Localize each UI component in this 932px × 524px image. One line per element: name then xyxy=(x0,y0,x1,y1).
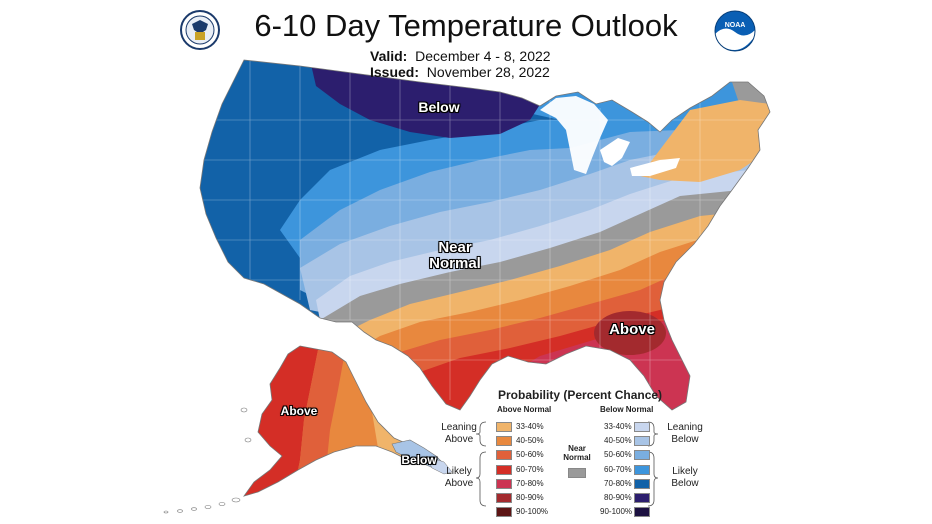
legend-leaning-above: Leaning Above xyxy=(441,422,477,445)
legend-below-swatch xyxy=(634,507,650,518)
legend-below-range-label: 70-80% xyxy=(604,478,632,488)
valid-label: Valid: xyxy=(370,48,408,64)
legend-below-swatch xyxy=(634,464,650,475)
legend-below-swatch xyxy=(634,493,650,503)
legend-below-range-label: 40-50% xyxy=(604,436,632,446)
legend-above-range-label: 60-70% xyxy=(516,464,544,474)
legend-above-range-label: 33-40% xyxy=(516,422,544,431)
map-label-above-alaska: Above xyxy=(280,404,318,418)
legend-below-range-label: 60-70% xyxy=(604,464,632,474)
legend-below-header: Below Normal xyxy=(600,405,654,414)
legend-above-range-label: 80-90% xyxy=(516,493,544,502)
legend-above-swatch xyxy=(496,478,512,489)
legend-below-range-label: 80-90% xyxy=(604,493,632,502)
legend-likely-below: Likely Below xyxy=(671,466,699,489)
near-normal-line-2: Normal xyxy=(429,254,481,272)
legend-likely-above: Likely Above xyxy=(444,466,474,489)
issued-label: Issued: xyxy=(370,64,420,80)
map-label-near-normal: Near Normal xyxy=(420,240,490,272)
near-normal-line-1: Near xyxy=(438,239,472,256)
legend-leaning-below: Leaning Below xyxy=(667,422,703,445)
legend-below-range-label: 50-60% xyxy=(604,450,632,460)
legend-below-range-label: 90-100% xyxy=(600,507,633,517)
legend-above-swatch xyxy=(496,422,512,432)
map-label-below-north: Below xyxy=(418,99,460,115)
legend-below-swatch xyxy=(634,450,650,461)
valid-row: Valid: December 4 - 8, 2022 xyxy=(370,48,551,64)
legend-above-swatch xyxy=(496,450,512,461)
legend-above-swatch xyxy=(496,436,512,447)
map-label-above-southeast: Above xyxy=(609,321,655,338)
legend-above-swatch xyxy=(496,507,512,518)
legend-above-range-label: 70-80% xyxy=(516,478,544,488)
legend-near-normal: Near Normal xyxy=(563,444,591,462)
legend-above-range-label: 90-100% xyxy=(516,507,549,517)
legend-above-range-label: 40-50% xyxy=(516,436,544,446)
legend-above-header: Above Normal xyxy=(497,405,552,414)
legend-near-normal-swatch xyxy=(568,468,586,478)
page-title: 6-10 Day Temperature Outlook xyxy=(254,8,678,43)
valid-value: December 4 - 8, 2022 xyxy=(415,48,551,64)
noaa-logo-text: NOAA xyxy=(725,22,746,29)
doc-seal-icon xyxy=(180,10,220,50)
legend-below-swatch xyxy=(634,478,650,489)
issued-row: Issued: November 28, 2022 xyxy=(370,64,550,80)
legend-above-swatch xyxy=(496,464,512,475)
legend-above-range-label: 50-60% xyxy=(516,450,544,460)
legend-title: Probability (Percent Chance) xyxy=(498,388,663,402)
legend-below-range-label: 33-40% xyxy=(604,422,632,431)
legend-below-swatch xyxy=(634,422,650,432)
legend-below-swatch xyxy=(634,436,650,447)
map-label-below-alaska: Below xyxy=(401,453,437,467)
issued-value: November 28, 2022 xyxy=(426,64,550,80)
legend-above-swatch xyxy=(496,493,512,503)
noaa-logo-icon: NOAA xyxy=(714,10,756,52)
